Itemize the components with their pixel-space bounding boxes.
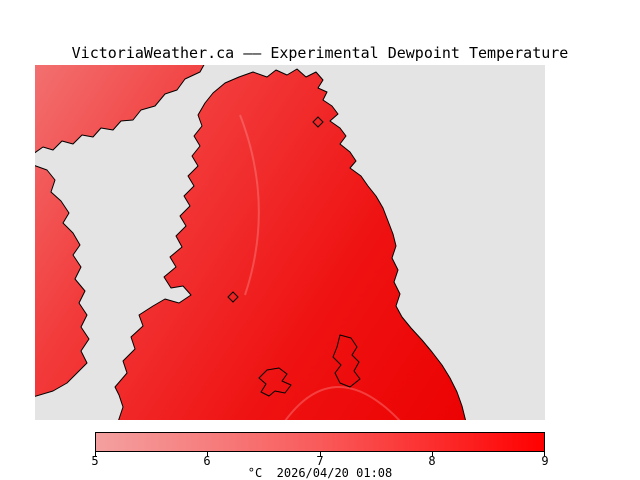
station-marker-icon	[312, 116, 324, 128]
land-upper-left	[35, 65, 205, 154]
colorbar-tick-label: 5	[91, 454, 99, 468]
contour-line	[239, 114, 260, 296]
weather-map	[35, 65, 545, 420]
weather-map-svg	[35, 65, 545, 420]
island-large	[332, 334, 361, 388]
colorbar-tick-label: 9	[541, 454, 549, 468]
colorbar	[95, 432, 545, 452]
land-left-coast	[35, 165, 90, 397]
contour-line	[284, 386, 401, 420]
colorbar-tick-label: 6	[203, 454, 211, 468]
station-marker-icon	[227, 291, 239, 303]
colorbar-tick-mark	[544, 452, 545, 456]
land-main	[114, 68, 467, 420]
colorbar-tick-mark	[320, 452, 321, 456]
colorbar-tick-mark	[207, 452, 208, 456]
page-title: VictoriaWeather.ca —— Experimental Dewpo…	[71, 44, 569, 62]
colorbar-tick-label: 7	[316, 454, 324, 468]
colorbar-tick-label: 8	[428, 454, 436, 468]
colorbar-units-label: °C 2026/04/20 01:08	[247, 466, 393, 480]
colorbar-tick-mark	[95, 452, 96, 456]
colorbar-tick-mark	[432, 452, 433, 456]
island-small	[258, 367, 292, 397]
